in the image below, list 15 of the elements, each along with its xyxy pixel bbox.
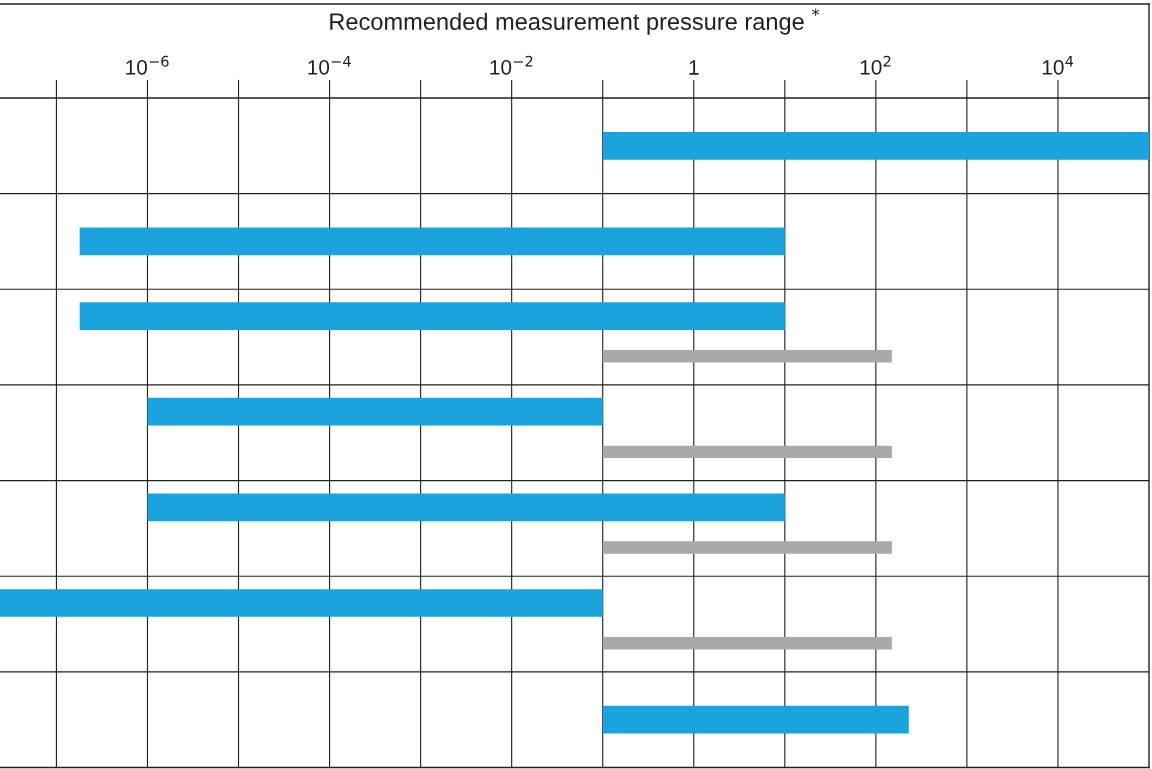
bar xyxy=(602,445,892,459)
bar xyxy=(0,589,603,617)
x-tick-label: 1 xyxy=(689,60,699,75)
x-tick-label: 10$^{4}$ xyxy=(1042,55,1074,75)
x-tick-label: 10$^{−4}$ xyxy=(308,55,351,75)
x-tick-label: 10$^{−2}$ xyxy=(490,55,533,75)
x-axis-title: Recommended measurement pressure range $^{*}$ xyxy=(330,8,820,35)
bar xyxy=(602,350,892,363)
bar xyxy=(602,541,892,554)
x-tick-label: 10$^{−6}$ xyxy=(126,55,169,75)
bar xyxy=(147,397,603,426)
bar xyxy=(79,302,785,330)
bar xyxy=(602,636,892,650)
x-tick-label: 10$^{2}$ xyxy=(860,55,891,75)
bar xyxy=(147,493,785,522)
